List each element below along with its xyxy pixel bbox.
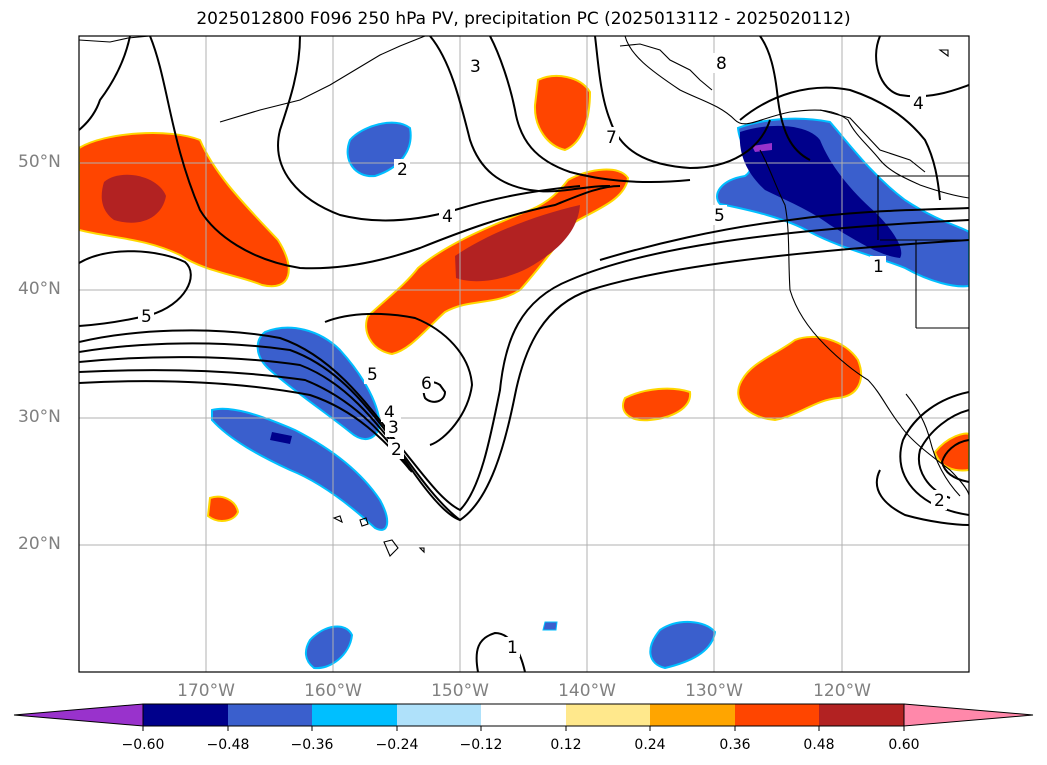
colorbar-segment	[819, 704, 904, 726]
map-frame	[78, 35, 970, 673]
lon-label: 150°W	[431, 681, 489, 701]
contour-label: 5	[141, 307, 152, 327]
colorbar-tick-label: −0.24	[375, 737, 419, 753]
map-title: 2025012800 F096 250 hPa PV, precipitatio…	[196, 9, 851, 29]
contour-label: 2	[391, 440, 402, 460]
colorbar-tick-label: −0.12	[459, 737, 503, 753]
pv-contour	[875, 36, 969, 98]
pv-contour	[79, 369, 411, 471]
lat-label: 50°N	[18, 152, 61, 172]
precip-strong-area	[455, 205, 580, 282]
lat-label: 30°N	[18, 407, 61, 427]
lat-label: 20°N	[18, 534, 61, 554]
colorbar-segment	[143, 704, 228, 726]
coastlines	[79, 36, 969, 557]
lon-label: 160°W	[304, 681, 362, 701]
colorbar-extend-low	[13, 703, 144, 727]
colorbar-segment	[481, 704, 566, 726]
precip-negative-area	[304, 625, 354, 670]
lon-label: 120°W	[813, 681, 871, 701]
pv-contour	[594, 36, 771, 170]
lat-label: 40°N	[18, 279, 61, 299]
precip-negative-area	[542, 621, 558, 631]
precip-positive-fields	[79, 75, 969, 522]
colorbar-extend-high	[903, 703, 1034, 727]
pv-contour	[899, 391, 969, 516]
map-panel: 3 8 4 2 7 4 5 5 1 6 5 4 3 2 1 2	[79, 36, 969, 672]
pv-contour	[739, 86, 941, 201]
contour-label: 2	[397, 160, 408, 180]
colorbar-tick-label: 0.12	[550, 737, 582, 753]
precip-positive-area	[206, 495, 240, 522]
contour-label: 7	[606, 128, 617, 148]
colorbar-tick-label: −0.60	[121, 737, 165, 753]
pv-contour	[79, 219, 969, 512]
colorbar-frame	[142, 703, 905, 727]
colorbar-tick-label: −0.36	[290, 737, 334, 753]
colorbar-segment	[566, 704, 650, 726]
pv-contour	[917, 409, 969, 499]
contour-label: 3	[470, 57, 481, 77]
pv-contour	[940, 439, 969, 483]
colorbar-segment	[650, 704, 735, 726]
precip-negative-area	[211, 407, 389, 531]
contour-label: 5	[714, 206, 725, 226]
contour-label: 3	[388, 418, 399, 438]
colorbar-tick-label: 0.24	[634, 737, 666, 753]
lon-label: 170°W	[177, 681, 235, 701]
precip-negative-area	[256, 326, 382, 441]
contour-label: 4	[913, 94, 924, 114]
colorbar-tick-label: 0.36	[719, 737, 751, 753]
pv-contour	[79, 380, 413, 473]
pv-contour	[489, 36, 691, 183]
contour-label-group: 3 8 4 2 7 4 5 5 1 6 5 4 3 2 1 2	[138, 53, 947, 658]
contour-label: 4	[384, 403, 395, 423]
colorbar-tick-label: 0.60	[888, 737, 920, 753]
precip-extreme-area	[752, 143, 772, 152]
contour-label: 1	[507, 638, 518, 658]
lon-label: 130°W	[685, 681, 743, 701]
pv-contour	[429, 36, 611, 193]
contour-label: 2	[934, 491, 945, 511]
precip-positive-area	[533, 75, 592, 152]
pv-contour	[599, 207, 969, 261]
lon-label: 140°W	[558, 681, 616, 701]
contour-label: 8	[716, 54, 727, 74]
colorbar-segment	[735, 704, 819, 726]
colorbar	[13, 703, 1034, 731]
colorbar-tick-label: 0.48	[803, 737, 835, 753]
pv-contour	[277, 36, 581, 222]
pv-contour	[759, 36, 811, 161]
colorbar-tick-label: −0.48	[206, 737, 250, 753]
pv-contour	[79, 36, 131, 131]
pv-contour	[324, 312, 474, 446]
precip-negative-area	[649, 620, 717, 670]
pv-contour	[79, 356, 461, 521]
precip-positive-area	[79, 132, 290, 288]
pv-contour	[149, 36, 621, 270]
contour-label: 6	[421, 374, 432, 394]
precip-positive-area	[622, 387, 692, 422]
precip-positive-area	[737, 335, 863, 422]
precip-deep-area	[270, 432, 292, 444]
pv-contour	[79, 239, 969, 522]
pv-contour	[79, 250, 192, 327]
contour-label: 5	[367, 365, 378, 385]
colorbar-segment	[228, 704, 312, 726]
precip-strong-area	[101, 174, 166, 223]
pv-contour	[875, 469, 969, 526]
contour-label: 1	[873, 257, 884, 277]
contour-label: 4	[442, 207, 453, 227]
colorbar-segment	[312, 704, 397, 726]
colorbar-segment	[397, 704, 481, 726]
precip-deep-area	[739, 125, 902, 258]
